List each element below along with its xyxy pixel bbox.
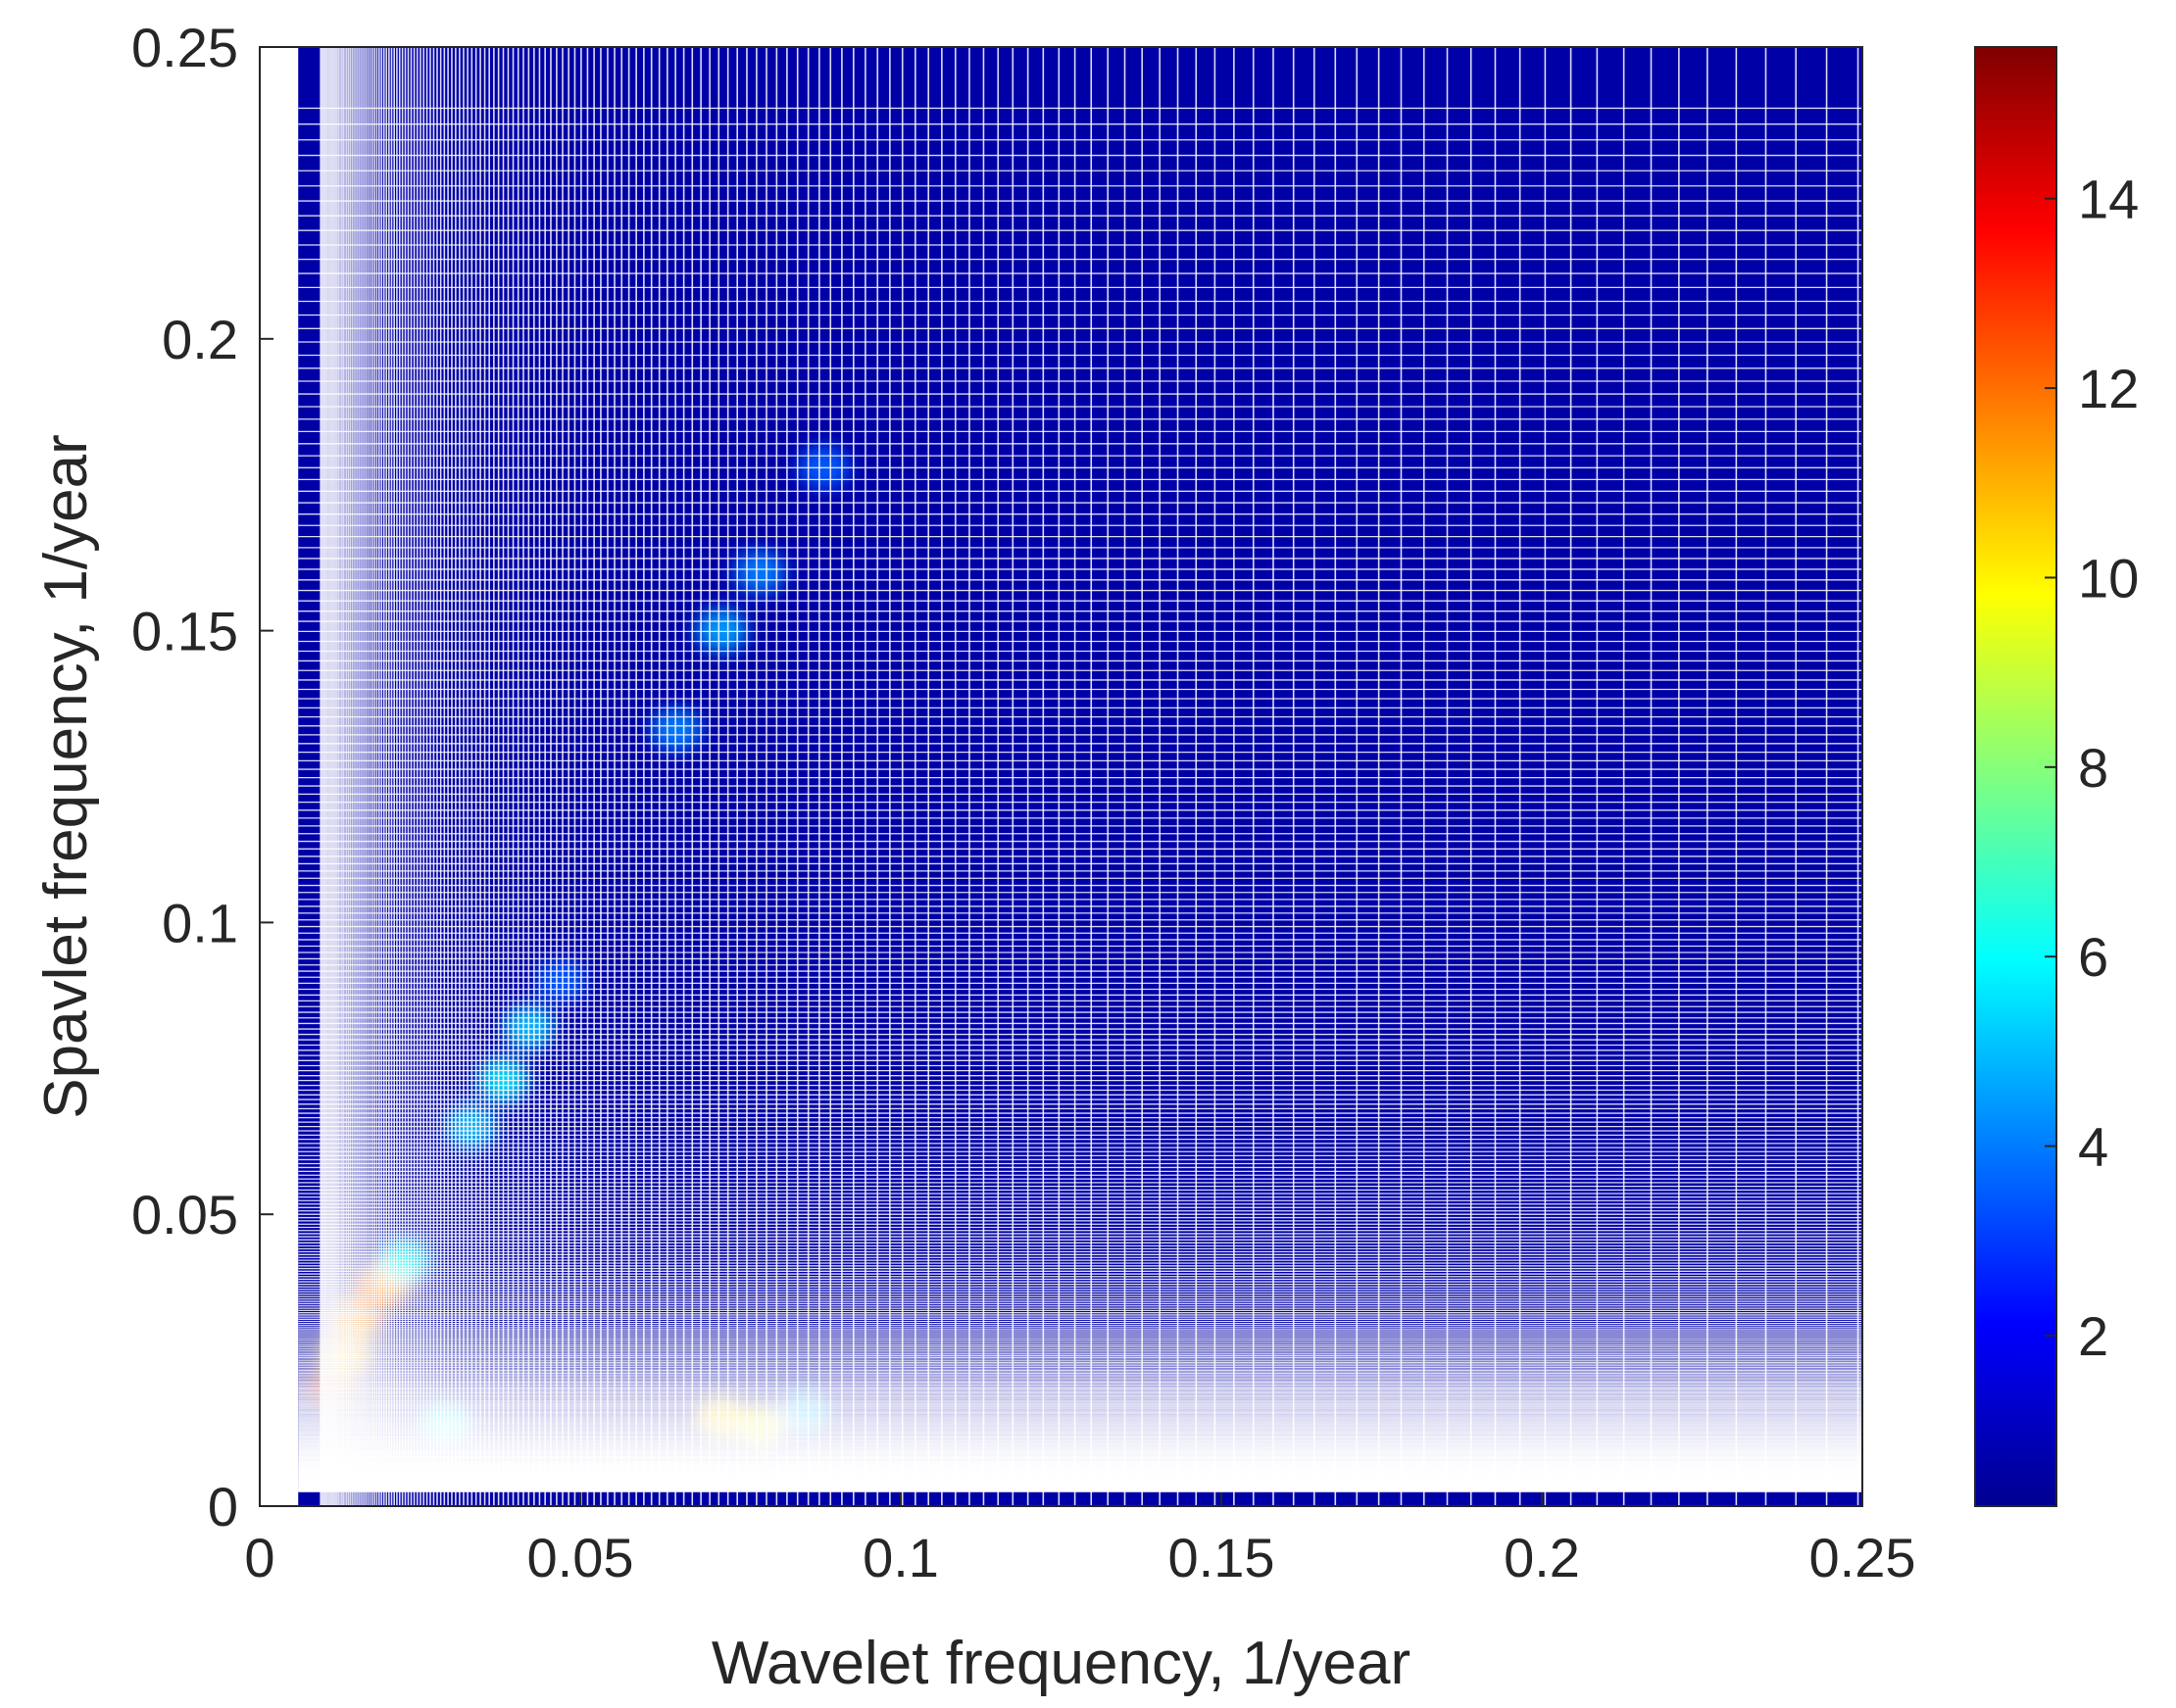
y-axis: 0 0.05 0.1 0.15 0.2 0.25 — [131, 17, 273, 1537]
colorbar-ticks: 2 4 6 8 10 12 14 — [2045, 169, 2139, 1367]
y-tick-label: 0.05 — [131, 1184, 238, 1245]
sampling-stripes — [298, 47, 1862, 1506]
colorbar: 2 4 6 8 10 12 14 — [1974, 46, 2139, 1507]
colorbar-gradient — [1975, 47, 2056, 1506]
x-axis-label: Wavelet frequency, 1/year — [712, 1630, 1410, 1697]
x-tick-label: 0.25 — [1809, 1527, 1916, 1588]
x-tick-label: 0.2 — [1504, 1527, 1580, 1588]
colorbar-tick-label: 2 — [2078, 1305, 2108, 1367]
y-tick-label: 0.2 — [162, 309, 238, 370]
y-tick-label: 0.25 — [131, 17, 238, 78]
axes-frame — [259, 46, 1863, 1507]
heatmap-hotspot — [535, 958, 587, 1002]
colorbar-frame — [1974, 46, 2057, 1507]
colorbar-tick-label: 4 — [2078, 1116, 2108, 1178]
y-tick-label: 0 — [208, 1476, 238, 1537]
x-tick-label: 0.1 — [863, 1527, 939, 1588]
heatmap-hotspot — [695, 609, 747, 653]
x-tick-label: 0 — [244, 1527, 274, 1588]
x-tick-label: 0.05 — [527, 1527, 634, 1588]
colorbar-tick-label: 12 — [2078, 358, 2139, 419]
y-axis-label: Spavlet frequency, 1/year — [32, 434, 100, 1118]
heatmap-hotspot — [651, 708, 703, 752]
colorbar-tick-label: 10 — [2078, 547, 2139, 609]
colorbar-tick-label: 6 — [2078, 926, 2108, 988]
colorbar-tick-label: 14 — [2078, 169, 2139, 230]
heatmap-hotspot — [734, 551, 786, 595]
x-tick-label: 0.15 — [1168, 1527, 1275, 1588]
x-axis: 0 0.05 0.1 0.15 0.2 0.25 — [244, 1492, 1916, 1588]
colorbar-tick-label: 8 — [2078, 737, 2108, 799]
y-tick-label: 0.15 — [131, 601, 238, 662]
y-tick-label: 0.1 — [162, 892, 238, 953]
plot-area — [259, 46, 1863, 1507]
